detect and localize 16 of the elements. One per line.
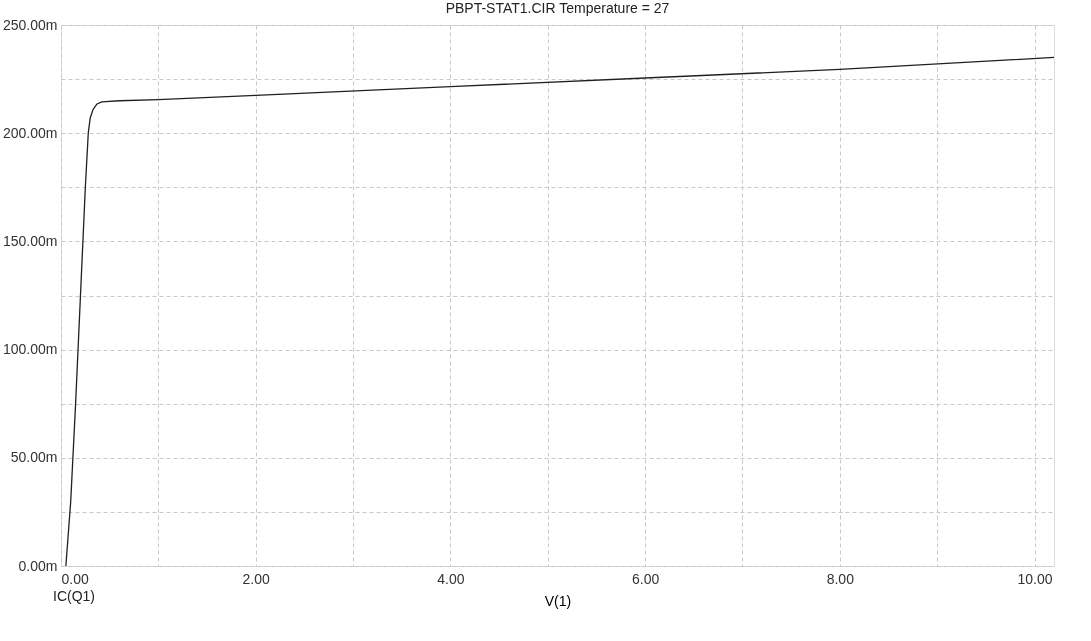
x-tick-label: 0.00 xyxy=(61,570,89,587)
y-tick-label: 0.00m xyxy=(18,557,58,574)
chart-title: PBPT-STAT1.CIR Temperature = 27 xyxy=(445,0,670,16)
y-tick-label: 50.00m xyxy=(10,449,58,466)
x-tick-label: 10.00 xyxy=(1017,570,1053,587)
y-tick-label: 100.00m xyxy=(3,341,58,358)
x-tick-label: 4.00 xyxy=(437,570,465,587)
line-series xyxy=(65,56,1055,567)
x-axis-title: V(1) xyxy=(544,592,572,609)
y-tick-label: 150.00m xyxy=(3,232,58,249)
y-tick-label: 200.00m xyxy=(3,124,58,141)
x-tick-label: 8.00 xyxy=(826,570,855,587)
x-tick-label: 6.00 xyxy=(631,570,660,587)
x-tick-label: 2.00 xyxy=(242,570,271,587)
y-tick-label: 250.00m xyxy=(3,16,58,33)
text: IC(Q1) xyxy=(53,588,95,604)
